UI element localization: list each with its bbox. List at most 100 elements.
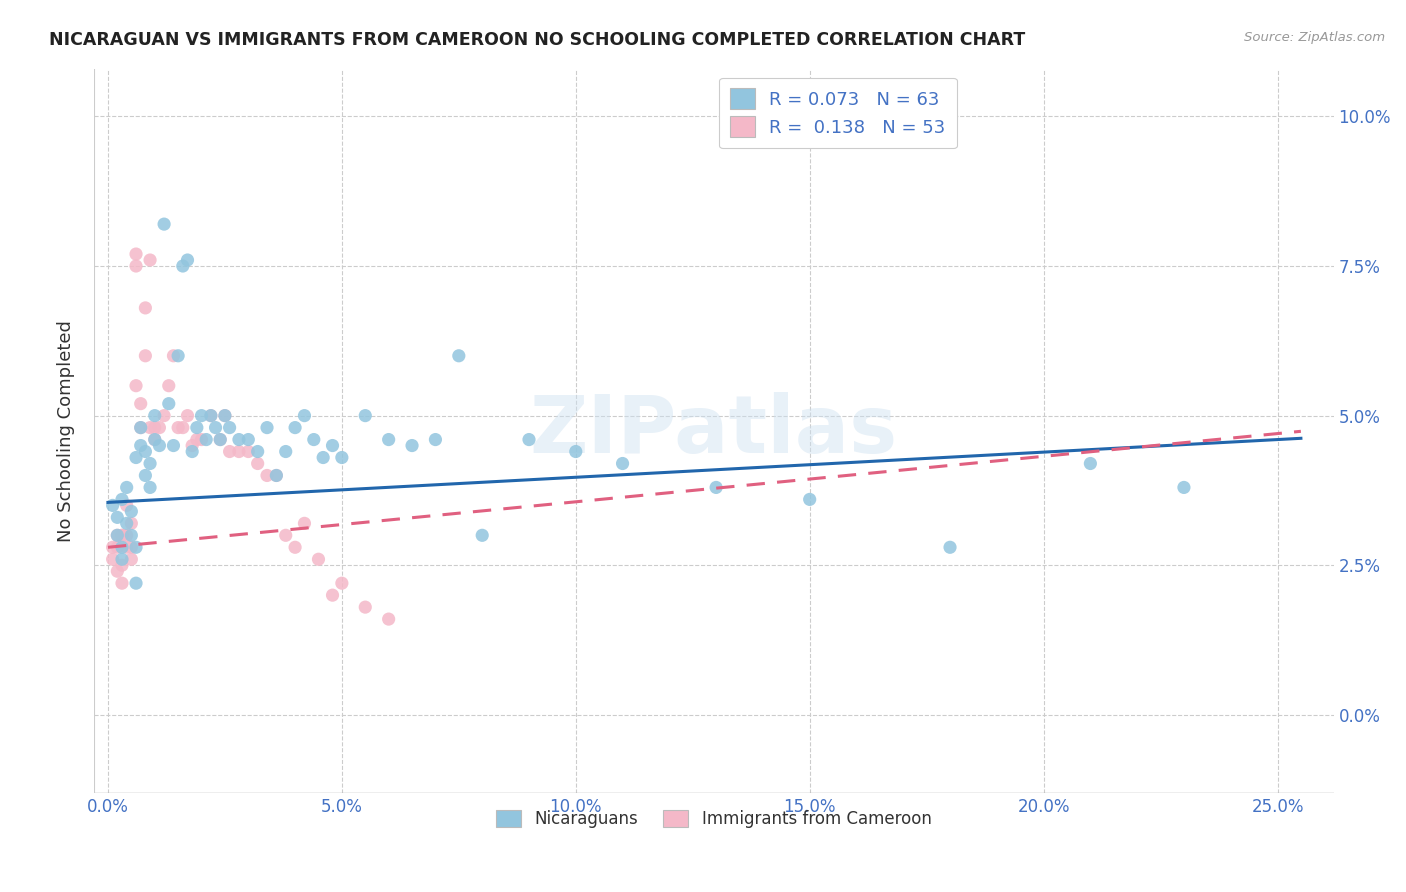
Point: [186, 433, 208, 447]
Point: [134, 301, 156, 315]
Point: [120, 528, 142, 542]
Point: [134, 468, 156, 483]
Point: [134, 349, 156, 363]
Point: [148, 420, 170, 434]
Point: [190, 433, 212, 447]
Point: [377, 433, 399, 447]
Point: [228, 444, 250, 458]
Point: [101, 552, 124, 566]
Point: [176, 253, 198, 268]
Point: [209, 433, 232, 447]
Point: [190, 409, 212, 423]
Text: ZIPatlas: ZIPatlas: [530, 392, 898, 469]
Point: [256, 468, 278, 483]
Point: [246, 444, 269, 458]
Point: [115, 541, 138, 555]
Point: [125, 576, 148, 591]
Text: NICARAGUAN VS IMMIGRANTS FROM CAMEROON NO SCHOOLING COMPLETED CORRELATION CHART: NICARAGUAN VS IMMIGRANTS FROM CAMEROON N…: [49, 31, 1025, 49]
Point: [274, 528, 297, 542]
Point: [111, 558, 134, 573]
Point: [101, 499, 124, 513]
Point: [181, 438, 204, 452]
Point: [139, 457, 162, 471]
Point: [111, 528, 134, 542]
Point: [214, 409, 236, 423]
Point: [111, 552, 134, 566]
Point: [200, 409, 222, 423]
Point: [139, 253, 162, 268]
Point: [209, 433, 232, 447]
Point: [799, 492, 821, 507]
Point: [129, 397, 152, 411]
Point: [200, 409, 222, 423]
Point: [115, 480, 138, 494]
Point: [256, 420, 278, 434]
Point: [204, 420, 226, 434]
Point: [294, 516, 316, 531]
Point: [238, 433, 260, 447]
Point: [129, 438, 152, 452]
Point: [312, 450, 335, 465]
Point: [105, 564, 128, 578]
Point: [228, 433, 250, 447]
Point: [120, 552, 142, 566]
Point: [284, 541, 307, 555]
Point: [294, 409, 316, 423]
Point: [471, 528, 494, 542]
Point: [105, 541, 128, 555]
Point: [129, 420, 152, 434]
Point: [425, 433, 447, 447]
Point: [105, 510, 128, 524]
Point: [274, 444, 297, 458]
Point: [143, 433, 166, 447]
Point: [186, 420, 208, 434]
Point: [148, 438, 170, 452]
Point: [134, 444, 156, 458]
Point: [111, 541, 134, 555]
Point: [401, 438, 423, 452]
Point: [157, 397, 180, 411]
Point: [129, 420, 152, 434]
Y-axis label: No Schooling Completed: No Schooling Completed: [58, 319, 75, 541]
Point: [284, 420, 307, 434]
Point: [139, 480, 162, 494]
Point: [321, 588, 343, 602]
Point: [115, 516, 138, 531]
Point: [517, 433, 540, 447]
Point: [218, 420, 240, 434]
Point: [1080, 457, 1102, 471]
Point: [105, 528, 128, 542]
Point: [246, 457, 269, 471]
Point: [330, 450, 353, 465]
Point: [266, 468, 288, 483]
Point: [120, 516, 142, 531]
Point: [181, 444, 204, 458]
Point: [111, 528, 134, 542]
Point: [321, 438, 343, 452]
Point: [354, 409, 377, 423]
Point: [101, 541, 124, 555]
Point: [120, 541, 142, 555]
Point: [172, 259, 194, 273]
Point: [377, 612, 399, 626]
Point: [143, 420, 166, 434]
Point: [162, 438, 184, 452]
Point: [218, 444, 240, 458]
Point: [266, 468, 288, 483]
Point: [153, 217, 176, 231]
Text: Source: ZipAtlas.com: Source: ZipAtlas.com: [1244, 31, 1385, 45]
Point: [143, 409, 166, 423]
Point: [120, 504, 142, 518]
Point: [195, 433, 218, 447]
Point: [143, 433, 166, 447]
Point: [115, 499, 138, 513]
Point: [157, 378, 180, 392]
Point: [447, 349, 470, 363]
Point: [308, 552, 330, 566]
Point: [105, 528, 128, 542]
Point: [125, 450, 148, 465]
Point: [139, 420, 162, 434]
Point: [176, 409, 198, 423]
Point: [939, 541, 962, 555]
Point: [125, 259, 148, 273]
